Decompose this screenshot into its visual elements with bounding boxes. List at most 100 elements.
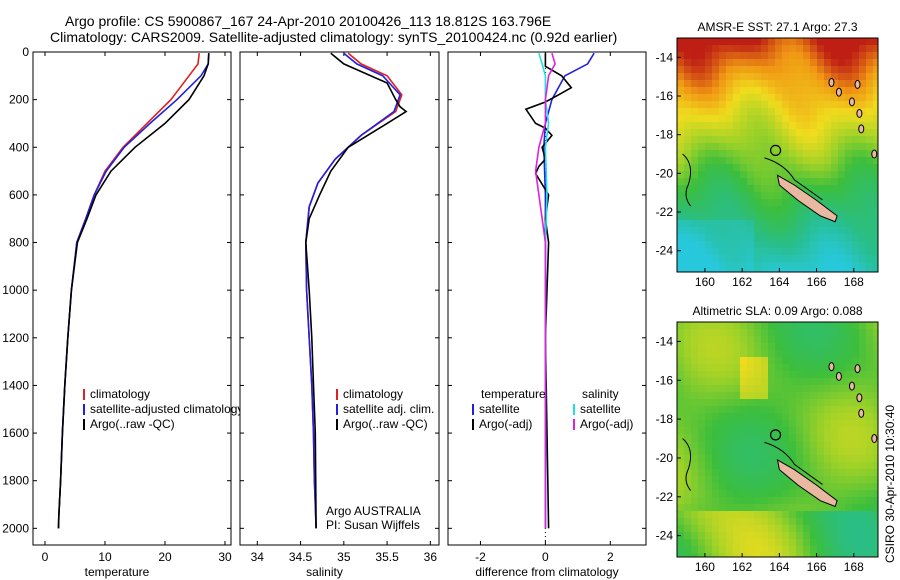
map-panel-1: AMSR-E SST: 27.1 Argo: 27.3 160 162 164 166 1…: [656, 20, 879, 289]
reef-contour: [682, 153, 692, 207]
map-frame: [676, 37, 879, 273]
x-tick-label: 166: [807, 560, 827, 574]
y-tick-label: -24: [656, 244, 674, 258]
header-line-2: Climatology: CARS2009. Satellite-adjuste…: [50, 29, 617, 45]
header-line-1: Argo profile: CS 5900867_167 24-Apr-2010…: [65, 13, 551, 29]
x-tick-label: 164: [769, 275, 789, 289]
x-tick-label: 10: [98, 550, 112, 564]
land-new-caledonia: [776, 458, 838, 508]
x-tick-label: 2: [607, 550, 614, 564]
map-title: AMSR-E SST: 27.1 Argo: 27.3: [697, 20, 857, 34]
y-tick-label: 1000: [2, 283, 29, 297]
land-island: [854, 79, 861, 89]
plot-frame: [239, 51, 440, 546]
x-axis-label: temperature: [85, 565, 150, 579]
legend-label: climatology: [343, 387, 403, 401]
x-tick-label: 36: [424, 550, 438, 564]
y-tick-label: -18: [656, 412, 674, 426]
x-tick-label: 34.5: [289, 550, 313, 564]
land-island: [856, 108, 863, 118]
legend-label: Argo(-adj): [479, 417, 532, 431]
x-tick-label: 168: [844, 275, 864, 289]
legend-label: satellite adj. clim.: [343, 402, 434, 416]
land-island: [871, 434, 878, 444]
y-tick-label: 1600: [2, 426, 29, 440]
y-tick-label: -18: [656, 128, 674, 142]
y-tick-label: 1800: [2, 474, 29, 488]
legend-label: Argo(..raw -QC): [90, 417, 175, 431]
land-island: [835, 371, 842, 381]
map-frame: [676, 321, 879, 558]
land-island: [858, 124, 865, 134]
land-island: [828, 77, 835, 87]
x-axis-label: difference from climatology: [475, 565, 618, 579]
x-tick-label: 166: [807, 275, 827, 289]
y-tick-label: 1200: [2, 331, 29, 345]
y-tick-label: 200: [9, 93, 29, 107]
map-field: [677, 38, 879, 273]
y-tick-label: 0: [22, 45, 29, 59]
land-island: [848, 97, 855, 107]
y-tick-label: 600: [9, 188, 29, 202]
y-tick-label: 2000: [2, 521, 29, 535]
land-island: [854, 364, 861, 374]
y-tick-label: -16: [656, 89, 674, 103]
institution-annotation: Argo AUSTRALIA: [326, 504, 421, 518]
y-tick-label: -20: [656, 166, 674, 180]
y-tick-label: -22: [656, 490, 674, 504]
x-tick-label: 30: [218, 550, 232, 564]
map-title: Altimetric SLA: 0.09 Argo: 0.088: [692, 304, 862, 318]
legend-label: Argo(-adj): [580, 417, 633, 431]
legend-label: climatology: [90, 387, 150, 401]
x-tick-label: 20: [158, 550, 172, 564]
y-tick-label: -14: [656, 334, 674, 348]
series-line-4: [534, 52, 556, 529]
land-island: [871, 149, 878, 159]
plot-frame: [32, 51, 232, 546]
argo-position-marker: [769, 429, 782, 441]
land-island: [835, 87, 842, 97]
legend-label: Argo(..raw -QC): [343, 417, 428, 431]
x-tick-label: 0: [542, 550, 549, 564]
x-tick-label: 160: [695, 275, 715, 289]
y-tick-label: -24: [656, 529, 674, 543]
x-tick-label: 168: [844, 560, 864, 574]
land-new-caledonia: [776, 174, 838, 223]
x-tick-label: 0: [42, 550, 49, 564]
y-tick-label: 1400: [2, 378, 29, 392]
x-tick-label: 160: [695, 560, 715, 574]
series-line-3: [304, 52, 408, 529]
x-tick-label: 35.5: [375, 550, 399, 564]
argo-position-marker: [769, 144, 782, 156]
legend-heading: salinity: [582, 387, 619, 401]
y-tick-label: -16: [656, 373, 674, 387]
institution-annotation: PI: Susan Wijffels: [326, 518, 420, 532]
x-tick-label: 35: [337, 550, 351, 564]
reef-contour: [764, 441, 823, 485]
profile-panel-2: 34 34.5 35 35.5 36 salinity climatologysatelli…: [239, 51, 440, 579]
y-tick-label: -14: [656, 50, 674, 64]
footer-credit: CSIRO 30-Apr-2010 10:30:40: [883, 405, 897, 563]
profile-panel-1: 0 200 400 600 800 1000 1200 1400 1600 1800 2000 0 10…: [2, 45, 243, 579]
x-tick-label: 162: [732, 275, 752, 289]
map-panel-2: Altimetric SLA: 0.09 Argo: 0.088 160 162 16…: [656, 304, 879, 574]
reef-contour: [682, 438, 692, 491]
satellite-maps: AMSR-E SST: 27.1 Argo: 27.3 160 162 164 166 1…: [656, 20, 879, 574]
x-axis-label: salinity: [306, 565, 343, 579]
land-island: [848, 381, 855, 391]
land-island: [828, 362, 835, 372]
reef-contour: [764, 157, 823, 201]
x-tick-label: 162: [732, 560, 752, 574]
x-tick-label: 34: [251, 550, 265, 564]
legend-label: satellite: [580, 402, 621, 416]
y-tick-label: 800: [9, 236, 29, 250]
series-line-2: [304, 52, 402, 529]
series-line-3: [57, 53, 210, 529]
legend-label: satellite-adjusted climatology: [90, 402, 243, 416]
land-island: [856, 393, 863, 403]
legend-label: satellite: [479, 402, 520, 416]
legend-heading: temperature: [481, 387, 546, 401]
